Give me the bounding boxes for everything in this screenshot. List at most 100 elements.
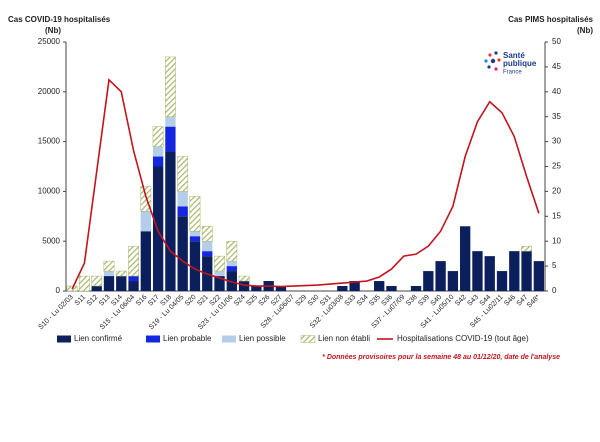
bar-segment bbox=[533, 261, 545, 291]
bar-segment bbox=[238, 275, 250, 282]
bar-segment bbox=[226, 240, 238, 262]
bar-segment bbox=[140, 211, 151, 232]
y-axis-unit: (Nb) bbox=[45, 26, 61, 35]
x-tick-group: S29 bbox=[294, 294, 308, 308]
logo-text: France bbox=[503, 70, 522, 76]
bar-segment bbox=[128, 245, 139, 277]
y2-tick-label: 50 bbox=[552, 37, 561, 46]
x-tick-label: S33 bbox=[344, 294, 358, 308]
bar-segment bbox=[202, 251, 213, 257]
x-tick-group: S35 bbox=[368, 294, 382, 308]
bar-segment bbox=[251, 286, 262, 291]
bar-segment bbox=[472, 251, 483, 291]
y2-axis-unit: (Nb) bbox=[577, 26, 593, 35]
line bbox=[71, 78, 540, 290]
bar-segment bbox=[152, 146, 164, 157]
x-tick-label: S11 bbox=[74, 294, 87, 307]
bar-segment bbox=[189, 231, 201, 237]
bar-segment bbox=[447, 271, 459, 291]
bar-segment bbox=[275, 286, 287, 291]
x-tick-label: S29 bbox=[294, 294, 308, 308]
y-tick-label: 0 bbox=[56, 286, 61, 295]
x-tick-group: S46 bbox=[503, 294, 517, 308]
x-tick-group: S16 bbox=[135, 294, 149, 308]
x-tick-group: S42 bbox=[454, 294, 468, 308]
bar-segment bbox=[116, 276, 127, 291]
bar-segment bbox=[103, 260, 115, 272]
bar-segment bbox=[460, 226, 471, 291]
y-tick-label: 15000 bbox=[38, 137, 61, 146]
x-tick-label: S17 bbox=[147, 294, 161, 308]
y-axis-title: Cas COVID-19 hospitalisés bbox=[8, 15, 111, 24]
x-tick-label: S30 bbox=[307, 294, 321, 308]
x-tick-label: S13 bbox=[98, 294, 112, 308]
bar-segment bbox=[214, 255, 225, 272]
bar-segment bbox=[189, 196, 201, 232]
bar-segment bbox=[79, 275, 90, 292]
bar-segment bbox=[115, 270, 127, 277]
bar-segment bbox=[226, 261, 237, 267]
x-tick-label: S34 bbox=[356, 294, 370, 308]
y-tick-label: 5000 bbox=[42, 236, 60, 245]
bar-segment bbox=[238, 281, 250, 291]
x-tick-group: S10 - Lu 02/03 bbox=[37, 294, 74, 331]
x-tick-group: S33 bbox=[344, 294, 358, 308]
bar-segment bbox=[189, 241, 201, 291]
x-tick-label: S38 bbox=[405, 294, 419, 308]
x-tick-group: S17 bbox=[147, 294, 161, 308]
x-tick-label: S26 bbox=[258, 294, 272, 308]
x-tick-label: S24 bbox=[233, 294, 247, 308]
x-tick-group: S43 bbox=[466, 294, 480, 308]
x-tick-group: S26 bbox=[258, 294, 272, 308]
bar-segment bbox=[152, 156, 164, 167]
legend-swatch bbox=[146, 335, 160, 343]
bar-segment bbox=[165, 116, 176, 127]
bar-segment bbox=[165, 151, 176, 291]
x-tick-group: S38 bbox=[405, 294, 419, 308]
x-tick-group: S12 bbox=[86, 294, 100, 308]
y2-tick-label: 10 bbox=[552, 236, 561, 245]
y2-tick-label: 25 bbox=[552, 162, 561, 171]
bar-segment bbox=[202, 241, 213, 252]
legend-swatch bbox=[300, 335, 316, 343]
y-tick-label: 20000 bbox=[38, 87, 61, 96]
logo-text: Santé bbox=[503, 51, 525, 60]
bar-segment bbox=[103, 276, 115, 291]
x-tick-label: S12 bbox=[86, 294, 100, 308]
legend-swatch bbox=[57, 335, 71, 343]
legend-label: Lien non établi bbox=[318, 334, 370, 343]
bar-segment bbox=[177, 191, 188, 207]
y2-tick-label: 20 bbox=[552, 187, 561, 196]
bar-segment bbox=[91, 286, 102, 291]
bar-segment bbox=[337, 286, 348, 291]
bar-segment bbox=[164, 56, 176, 117]
bar-segment bbox=[128, 276, 139, 282]
bar-segment bbox=[140, 231, 151, 291]
x-tick-label: S48* bbox=[526, 294, 542, 310]
x-tick-label: S10 - Lu 02/03 bbox=[37, 294, 74, 331]
bar-segment bbox=[410, 286, 422, 291]
legend-swatch bbox=[222, 335, 236, 343]
y-tick-label: 25000 bbox=[38, 37, 61, 46]
bar-segment bbox=[521, 251, 532, 291]
legend-label: Lien possible bbox=[239, 334, 286, 343]
bar-segment bbox=[509, 251, 520, 291]
bar-segment bbox=[386, 286, 397, 291]
y2-axis-title: Cas PIMS hospitalisés bbox=[508, 15, 593, 24]
legend-label: Hospitalisations COVID-19 (tout âge) bbox=[397, 334, 529, 343]
x-tick-group: S48* bbox=[526, 294, 542, 310]
bar-segment bbox=[349, 281, 360, 291]
bar-segment bbox=[521, 245, 532, 252]
x-tick-label: S16 bbox=[135, 294, 149, 308]
bar-segment bbox=[226, 271, 237, 291]
bar-segment bbox=[484, 256, 495, 291]
bar-segment bbox=[152, 166, 164, 291]
bar-segment bbox=[152, 126, 164, 147]
bar-segment bbox=[226, 266, 237, 272]
bar-segment bbox=[435, 261, 446, 291]
x-tick-label: S20 bbox=[184, 294, 198, 308]
logo-text: publique bbox=[503, 59, 537, 68]
x-tick-label: S46 bbox=[503, 294, 517, 308]
y2-tick-label: 40 bbox=[552, 87, 561, 96]
bar-segment bbox=[165, 126, 176, 152]
